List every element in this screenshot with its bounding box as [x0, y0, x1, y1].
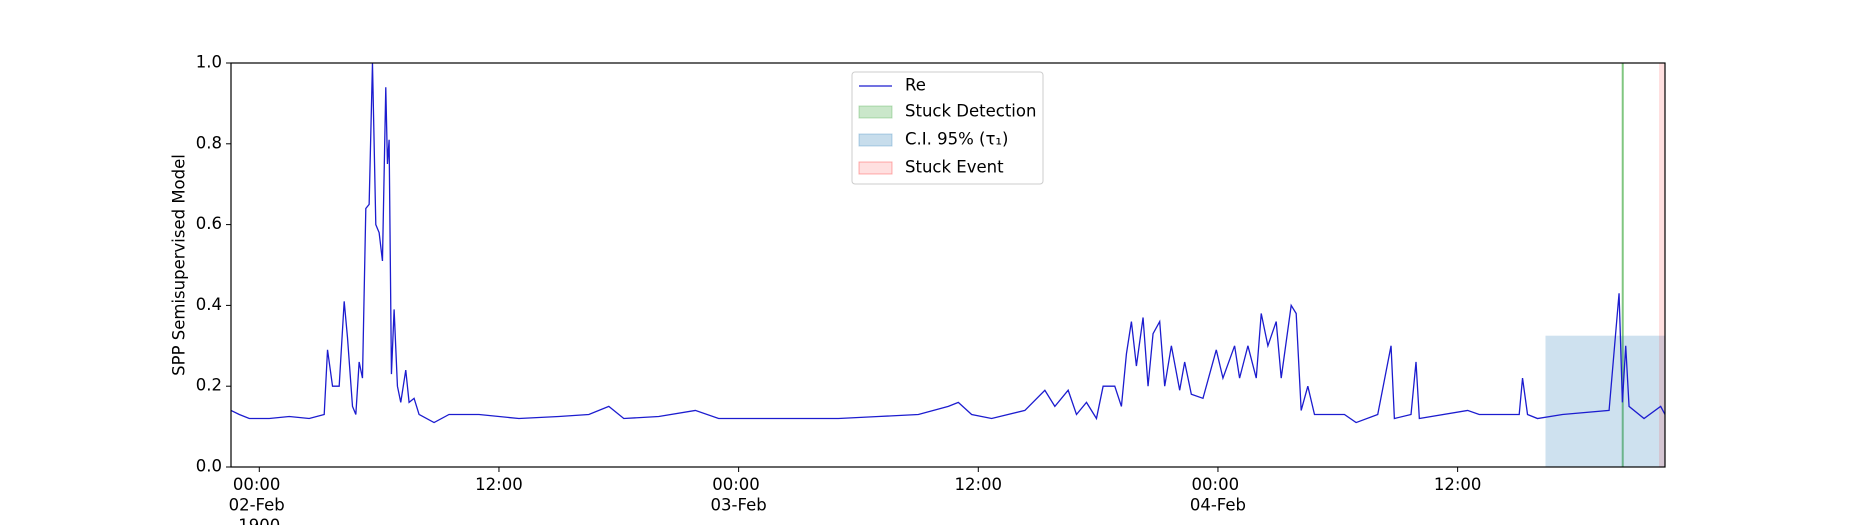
legend-label: Re — [905, 76, 926, 95]
y-axis-label: SPP Semisupervised Model — [170, 154, 189, 376]
y-tick-label: 0.0 — [196, 457, 222, 476]
legend-label: C.I. 95% (τ₁) — [905, 130, 1008, 149]
x-tick-label: 12:00 — [1434, 475, 1482, 494]
y-tick-label: 1.0 — [196, 53, 222, 72]
y-tick-label: 0.6 — [196, 214, 222, 233]
span — [1621, 63, 1624, 467]
y-tick-label: 0.8 — [196, 133, 222, 152]
legend-swatch — [858, 105, 893, 119]
legend-swatch — [858, 133, 893, 147]
line — [230, 62, 1666, 424]
legend-swatch — [858, 161, 893, 175]
legend-label: Stuck Event — [905, 158, 1004, 177]
legend-box — [851, 71, 1044, 185]
y-tick-label: 0.2 — [196, 376, 222, 395]
x-tick-label: 12:00 — [475, 475, 523, 494]
span — [1545, 335, 1665, 467]
legend-label: Stuck Detection — [905, 102, 1036, 121]
plot-frame — [230, 62, 1666, 468]
x-tick-label: 00:00 03-Feb — [711, 475, 767, 515]
x-tick-label: 00:00 02-Feb 1900 — [229, 475, 290, 525]
x-tick-label: 00:00 04-Feb — [1190, 475, 1246, 515]
y-tick-label: 0.4 — [196, 295, 222, 314]
span — [1659, 63, 1665, 467]
x-tick-label: 12:00 — [955, 475, 1003, 494]
